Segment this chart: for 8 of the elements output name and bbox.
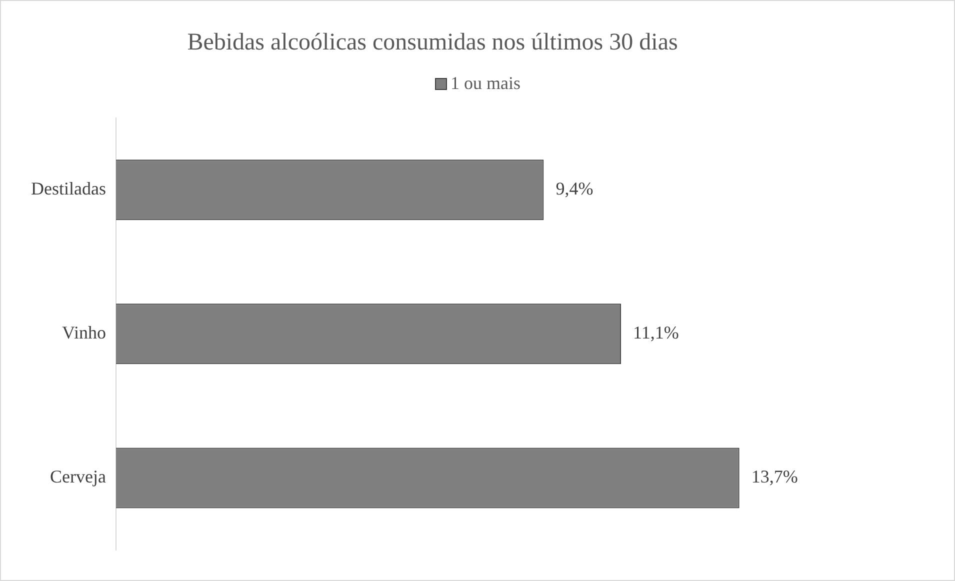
- data-label: 11,1%: [633, 322, 679, 343]
- chart-title: Bebidas alcoólicas consumidas nos últimos 30 dias: [187, 30, 678, 56]
- data-label: 9,4%: [556, 178, 594, 199]
- y-tick-label: Vinho: [62, 322, 106, 343]
- data-label: 13,7%: [751, 466, 798, 487]
- y-tick-label: Cerveja: [50, 466, 106, 487]
- legend-label: 1 ou mais: [450, 73, 520, 94]
- y-tick-label: Destiladas: [30, 178, 106, 199]
